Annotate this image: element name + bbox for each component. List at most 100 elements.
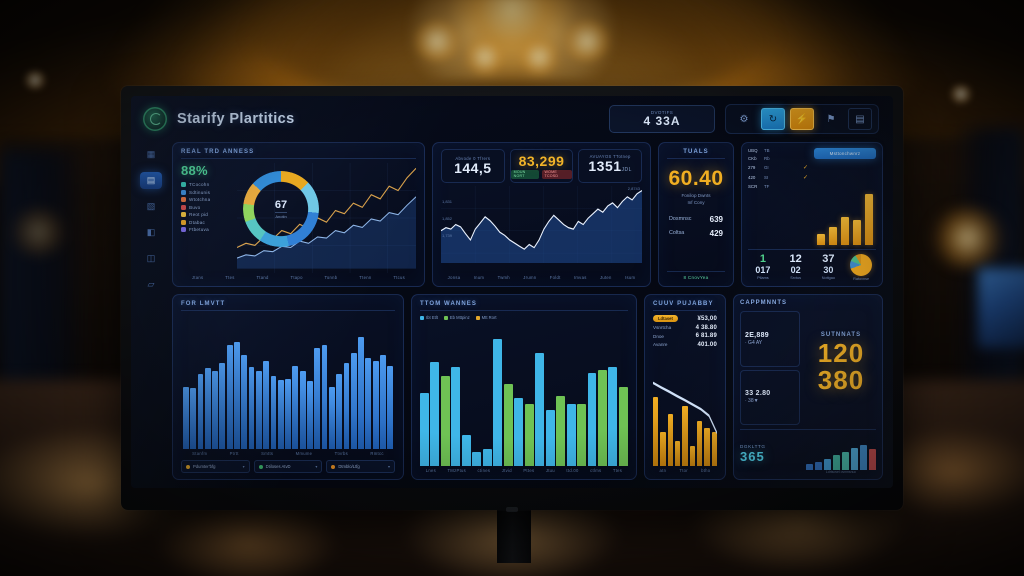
chip-dot <box>331 464 336 469</box>
x-tick: Jonsa <box>447 275 461 280</box>
bar <box>841 452 850 470</box>
filter-chip[interactable]: Dtmblo/Ltfg ▾ <box>326 460 396 473</box>
refresh-icon[interactable]: ↻ <box>761 108 785 130</box>
panel-group-title: TTOM WANNES <box>420 301 628 311</box>
stat-primary: 1 <box>759 253 766 265</box>
bar <box>823 459 832 470</box>
sidebar-item-folder[interactable]: ▱ <box>147 279 155 289</box>
list-item[interactable]: 279 GI ✓ <box>748 164 808 171</box>
stat-block: 1 017 Ptlams <box>748 254 778 281</box>
x-tick: TMzPtus <box>447 468 467 473</box>
kpi-card[interactable]: 83,299 MOUN NORT WOME TCOSD <box>509 149 574 183</box>
list-item[interactable]: SCR TF <box>748 184 808 189</box>
panel-list: UBQ TB CKb Rb 279 GI ✓ 420 SI ✓ SCR TF Msttonchwnrz… <box>741 142 883 287</box>
bar <box>292 365 299 449</box>
bar <box>263 360 270 449</box>
header-kpi-pill[interactable]: DVOTIFS 4 33A <box>609 105 715 133</box>
kpi-badges: MOUN NORT WOME TCOSD <box>510 169 573 179</box>
stat-block: 33 2.80 · 38▼ <box>740 369 800 425</box>
x-tick: Ttvrbs <box>334 451 349 456</box>
x-tick: Jtuu <box>545 468 555 473</box>
legend-item: Eb Mttpinz <box>443 315 470 320</box>
bar <box>832 454 841 470</box>
sidebar-item-analytics[interactable]: ▤ <box>140 172 162 189</box>
list-item[interactable]: 420 SI ✓ <box>748 174 808 181</box>
cost-value: 6 81.89 <box>695 333 717 339</box>
x-tick: Ttes <box>612 468 623 473</box>
bar <box>212 371 218 449</box>
bar <box>682 405 688 466</box>
bar <box>299 371 306 449</box>
measure-button[interactable]: Msttonchwnrz <box>814 148 876 159</box>
gauge-row: Dosmnsc 639 <box>667 212 725 226</box>
chip-label: Pdumter'bfg <box>193 464 216 469</box>
stat-primary: 33 2.80 <box>745 390 771 398</box>
stat-label: Srvtus <box>790 276 801 280</box>
bar <box>270 376 277 449</box>
donut-center-label: Anotin <box>275 212 287 219</box>
bar <box>255 371 262 449</box>
sidebar-item-reports[interactable]: ▧ <box>146 201 156 211</box>
filter-icon[interactable]: ⚙ <box>739 113 749 125</box>
gauge-footer: 8 CnovYea <box>667 271 725 280</box>
group-legend: Ibt Etlt Eb Mttpinz Mtt Rort <box>420 315 628 320</box>
wall-sconce-right <box>926 206 1010 270</box>
sidebar-item-layers[interactable]: ◧ <box>146 227 156 237</box>
panel-right-stats: CAPPMNNTS 2E,889 · G4 AY 33 2.80 · 38▼ SUTN… <box>733 294 883 480</box>
layout-icon[interactable]: ▤ <box>848 108 872 130</box>
kpi-cards: Abvode 0 Tfrers 144,5 83,299 MOUN NORT WOME … <box>441 149 643 183</box>
downlight-right <box>948 84 974 104</box>
bar <box>380 355 386 449</box>
bar <box>190 387 197 449</box>
monitor-stand <box>497 505 531 563</box>
stat-block: 37 30 Nottgao <box>814 254 844 281</box>
gauge-row-label: Coltsa <box>669 230 685 236</box>
panel-bars: FOR LMVTT Stanfm Ptrtt Smtts Mmume Ttvrbs Rmt… <box>172 294 404 480</box>
right-mini-caption: Ldrtsovel ovnmsnuc <box>825 470 857 474</box>
bar <box>667 414 673 466</box>
bar <box>545 409 555 466</box>
list-col-2: Rb <box>764 156 770 161</box>
realtime-chart: 67 Anotin <box>237 163 416 273</box>
bar <box>704 427 710 466</box>
blue-bar-chart <box>181 315 395 449</box>
sidebar-item-data[interactable]: ◫ <box>146 253 156 263</box>
kpi-card[interactable]: Abvode 0 Tfrers 144,5 <box>441 149 505 183</box>
legend-label: Wtotchna <box>189 197 211 202</box>
bar <box>430 361 440 466</box>
bar <box>387 365 394 449</box>
bar <box>711 432 717 466</box>
filter-chip[interactable]: Dtiloses AtvD ▾ <box>253 460 323 473</box>
trend-x-axis: Jonsa Inum Twmh Jrumn Foldt Imvas Juten Isum <box>441 273 642 280</box>
list-item[interactable]: UBQ TB <box>748 148 808 153</box>
x-tick: Ttenn <box>359 275 372 280</box>
chevron-down-icon: ▾ <box>315 464 318 469</box>
bar <box>850 447 859 470</box>
bar <box>514 398 524 466</box>
bolt-icon[interactable]: ⚡ <box>790 108 814 130</box>
bell-icon[interactable]: ⚑ <box>826 113 836 125</box>
list-col-2: TB <box>764 148 770 153</box>
x-tick: Ttes <box>225 275 235 280</box>
bar <box>597 370 607 466</box>
kpi-suffix: JDL <box>621 167 632 173</box>
x-tick: Ttapo <box>290 275 303 280</box>
bar <box>248 367 255 449</box>
bar <box>420 392 429 466</box>
circular-logo-icon <box>143 107 167 131</box>
x-tick: Mmume <box>295 451 313 456</box>
list-item[interactable]: CKb Rb <box>748 156 808 161</box>
panel-kpis: Abvode 0 Tfrers 144,5 83,299 MOUN NORT WOME … <box>432 142 651 287</box>
cost-label: Avanre <box>653 342 668 347</box>
bar <box>841 217 849 245</box>
legend-dot <box>181 219 186 225</box>
bar <box>285 378 291 449</box>
bottom-row: FOR LMVTT Stanfm Ptrtt Smtts Mmume Ttvrbs Rmt… <box>172 294 883 480</box>
kpi-card[interactable]: AVUAYOS TTotnep 1351JDL <box>578 149 643 183</box>
sidebar-item-dashboard[interactable]: ▦ <box>146 149 156 159</box>
cost-label: Dnoe <box>653 333 664 339</box>
group-x-axis: Lnes TMzPtus ctines Jtvid Pttes Jtuu ttd.00 ctl… <box>420 466 628 473</box>
bar <box>219 363 226 449</box>
bar <box>307 381 313 449</box>
filter-chip[interactable]: Pdumter'bfg ▾ <box>181 460 250 473</box>
